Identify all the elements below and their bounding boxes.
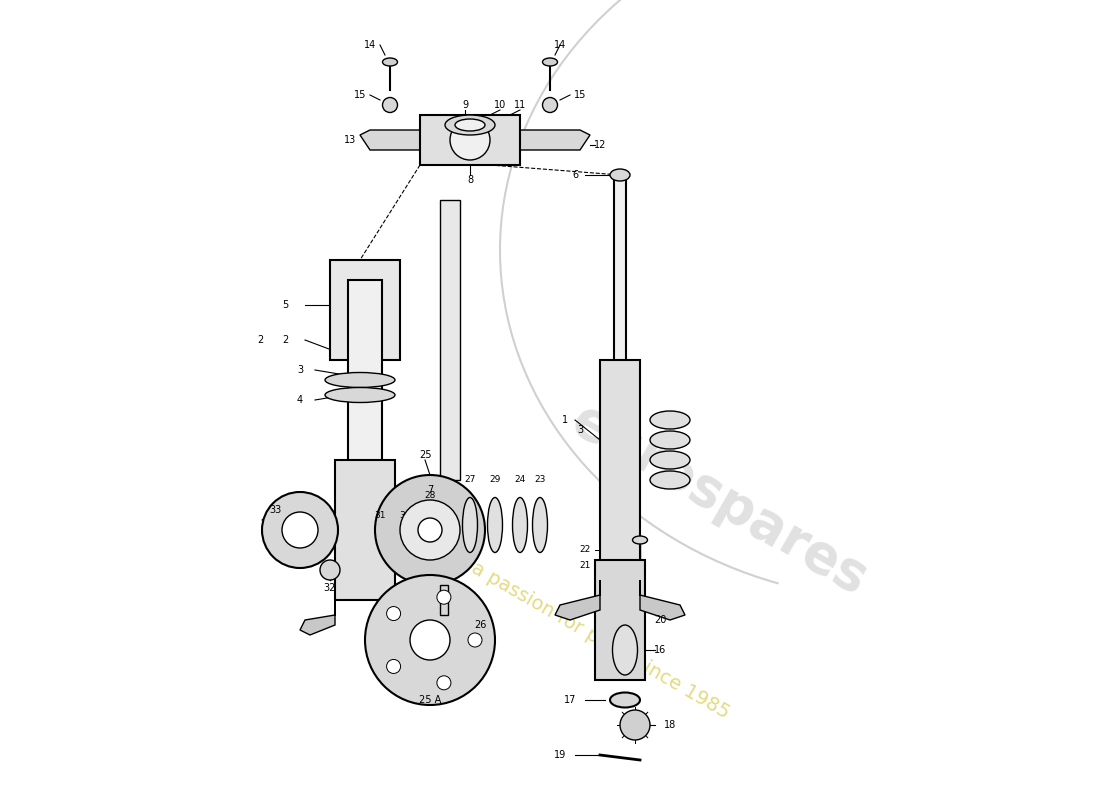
Text: 29: 29 bbox=[490, 475, 500, 485]
Ellipse shape bbox=[650, 411, 690, 429]
Circle shape bbox=[410, 620, 450, 660]
Ellipse shape bbox=[383, 98, 397, 113]
Ellipse shape bbox=[542, 98, 558, 113]
Text: 8: 8 bbox=[466, 175, 473, 185]
Text: 2: 2 bbox=[282, 335, 288, 345]
Ellipse shape bbox=[324, 373, 395, 387]
Ellipse shape bbox=[650, 451, 690, 469]
Text: 15: 15 bbox=[574, 90, 586, 100]
Text: 4: 4 bbox=[297, 395, 304, 405]
Circle shape bbox=[365, 575, 495, 705]
Text: 9: 9 bbox=[462, 100, 469, 110]
Ellipse shape bbox=[455, 119, 485, 131]
Text: 6: 6 bbox=[572, 170, 579, 180]
Text: 31: 31 bbox=[374, 510, 386, 519]
Text: 28: 28 bbox=[425, 490, 436, 499]
Text: 30: 30 bbox=[399, 510, 410, 519]
Polygon shape bbox=[520, 130, 590, 150]
Text: 32: 32 bbox=[323, 583, 337, 593]
Text: 33: 33 bbox=[268, 505, 282, 515]
Circle shape bbox=[386, 659, 400, 674]
Text: 20: 20 bbox=[653, 615, 667, 625]
Text: 23: 23 bbox=[535, 475, 546, 485]
Polygon shape bbox=[395, 600, 430, 635]
Ellipse shape bbox=[446, 115, 495, 135]
Text: 22: 22 bbox=[580, 546, 591, 554]
Text: 11: 11 bbox=[514, 100, 526, 110]
Text: 25 A: 25 A bbox=[419, 695, 441, 705]
Text: 5: 5 bbox=[282, 300, 288, 310]
Text: 25: 25 bbox=[419, 450, 431, 460]
Text: a passion for parts since 1985: a passion for parts since 1985 bbox=[468, 558, 733, 722]
Circle shape bbox=[282, 512, 318, 548]
Circle shape bbox=[418, 518, 442, 542]
Text: 13: 13 bbox=[344, 135, 356, 145]
Ellipse shape bbox=[462, 498, 477, 553]
Text: 14: 14 bbox=[554, 40, 566, 50]
Circle shape bbox=[375, 475, 485, 585]
Circle shape bbox=[437, 676, 451, 690]
Text: 18: 18 bbox=[664, 720, 676, 730]
Bar bbox=[600, 360, 640, 580]
Ellipse shape bbox=[324, 387, 395, 402]
Polygon shape bbox=[640, 580, 685, 620]
Text: 27: 27 bbox=[464, 475, 475, 485]
Bar bbox=[614, 180, 626, 380]
Ellipse shape bbox=[532, 498, 548, 553]
Bar bbox=[348, 280, 382, 500]
Text: 21: 21 bbox=[580, 561, 591, 570]
Ellipse shape bbox=[650, 431, 690, 449]
Bar bbox=[420, 115, 520, 165]
Ellipse shape bbox=[487, 498, 503, 553]
Circle shape bbox=[320, 560, 340, 580]
Polygon shape bbox=[300, 600, 336, 635]
Text: 16: 16 bbox=[653, 645, 667, 655]
Text: 3: 3 bbox=[297, 365, 304, 375]
Bar bbox=[440, 200, 460, 480]
Circle shape bbox=[450, 120, 490, 160]
Bar bbox=[595, 560, 645, 680]
Ellipse shape bbox=[613, 625, 638, 675]
Bar bbox=[440, 585, 448, 615]
Text: 14: 14 bbox=[364, 40, 376, 50]
Text: 26: 26 bbox=[474, 620, 486, 630]
Polygon shape bbox=[360, 130, 420, 150]
Text: 2: 2 bbox=[257, 335, 263, 345]
Text: 1: 1 bbox=[562, 415, 568, 425]
Text: 19: 19 bbox=[554, 750, 566, 760]
Circle shape bbox=[400, 500, 460, 560]
Ellipse shape bbox=[610, 169, 630, 181]
Text: eurospares: eurospares bbox=[563, 394, 877, 606]
Circle shape bbox=[437, 590, 451, 604]
Circle shape bbox=[386, 606, 400, 621]
Ellipse shape bbox=[542, 58, 558, 66]
Text: 3: 3 bbox=[576, 425, 583, 435]
Ellipse shape bbox=[383, 58, 397, 66]
Ellipse shape bbox=[513, 498, 528, 553]
Polygon shape bbox=[556, 580, 600, 620]
Circle shape bbox=[468, 633, 482, 647]
Text: 10: 10 bbox=[494, 100, 506, 110]
Ellipse shape bbox=[650, 471, 690, 489]
Circle shape bbox=[262, 492, 338, 568]
Bar bbox=[336, 460, 395, 600]
Bar bbox=[330, 260, 400, 360]
Text: 7: 7 bbox=[427, 485, 433, 495]
Ellipse shape bbox=[610, 693, 640, 707]
Text: 17: 17 bbox=[564, 695, 576, 705]
Text: 15: 15 bbox=[354, 90, 366, 100]
Circle shape bbox=[620, 710, 650, 740]
Text: 12: 12 bbox=[594, 140, 606, 150]
Ellipse shape bbox=[632, 536, 648, 544]
Text: 24: 24 bbox=[515, 475, 526, 485]
